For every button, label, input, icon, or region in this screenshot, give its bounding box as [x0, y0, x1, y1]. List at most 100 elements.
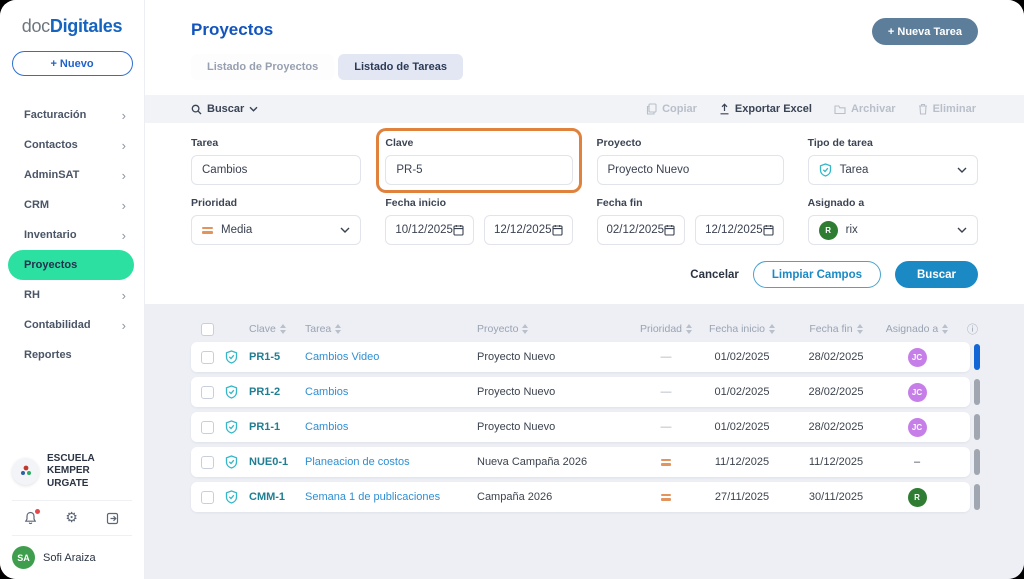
sidebar-item-reportes[interactable]: Reportes › [0, 340, 144, 370]
clear-fields-button[interactable]: Limpiar Campos [752, 261, 881, 288]
archive-icon [834, 104, 846, 115]
toolbar-actions: Copiar Exportar Excel Archivar Eliminar [646, 103, 976, 115]
app-logo: docDigitales [0, 16, 144, 37]
tab-bar: Listado de Proyectos Listado de Tareas [191, 54, 976, 80]
assignee-avatar[interactable]: R [907, 487, 927, 507]
priority-medium-icon [661, 458, 671, 466]
field-label: Clave [385, 137, 414, 149]
new-task-button[interactable]: + Nueva Tarea [871, 18, 978, 45]
chevron-right-icon: › [121, 197, 126, 213]
task-key[interactable]: CMM-1 [249, 491, 286, 503]
row-checkbox[interactable] [201, 385, 214, 399]
chevron-down-icon [340, 227, 350, 233]
prioridad-select[interactable]: Media [191, 215, 362, 245]
row-status-bar [974, 344, 980, 370]
chevron-down-icon [249, 106, 258, 112]
table-row: PR1-2 Cambios Proyecto Nuevo — 01/02/202… [191, 377, 980, 407]
task-name-link[interactable]: Planeacion de costos [305, 456, 410, 468]
sidebar-item-crm[interactable]: CRM › [0, 190, 144, 220]
assignee-avatar[interactable]: JC [907, 417, 927, 437]
row-checkbox[interactable] [201, 420, 214, 434]
tab-listado-de-tareas[interactable]: Listado de Tareas [338, 54, 463, 80]
organization-row[interactable]: ESCUELA KEMPER URGATE [0, 453, 144, 491]
column-header-proyecto[interactable]: Proyecto [477, 323, 529, 335]
sidebar-item-adminsat[interactable]: AdminSAT › [0, 160, 144, 190]
column-header-tarea[interactable]: Tarea [305, 323, 342, 335]
priority-none: — [660, 421, 672, 433]
new-button[interactable]: + Nuevo [11, 51, 133, 76]
clave-input[interactable]: PR-5 [385, 155, 573, 185]
tab-listado-de-proyectos[interactable]: Listado de Proyectos [191, 54, 335, 80]
sidebar-item-facturación[interactable]: Facturación › [0, 100, 144, 130]
sidebar-item-inventario[interactable]: Inventario › [0, 220, 144, 250]
select-all-checkbox[interactable] [201, 322, 214, 336]
column-header-clave[interactable]: Clave [249, 323, 286, 335]
row-checkbox[interactable] [201, 455, 214, 469]
proyecto-input[interactable]: Proyecto Nuevo [596, 155, 784, 185]
info-icon[interactable]: ⓘ [967, 323, 978, 336]
search-button[interactable]: Buscar [895, 261, 978, 288]
start-date: 11/12/2025 [714, 456, 770, 468]
project-name: Proyecto Nuevo [477, 351, 556, 363]
task-key[interactable]: PR1-1 [249, 421, 281, 433]
tarea-input[interactable]: Cambios [191, 155, 362, 185]
sidebar-item-label: Reportes [24, 349, 72, 361]
assignee-avatar[interactable]: JC [907, 382, 927, 402]
sidebar-item-proyectos[interactable]: Proyectos › [8, 250, 134, 280]
settings-gear-icon[interactable]: ⚙ [65, 510, 78, 526]
trash-icon [918, 103, 927, 115]
fecha-fin-from-input[interactable]: 02/12/2025 [596, 215, 686, 245]
chevron-right-icon: › [121, 107, 126, 123]
user-avatar: SA [12, 546, 35, 569]
task-table: Clave Tarea Proyecto Prioridad Fecha ini… [145, 304, 1024, 579]
sort-icon [942, 324, 949, 334]
fecha-inicio-to-input[interactable]: 12/12/2025 [483, 215, 573, 245]
sort-icon [856, 324, 863, 334]
toolbar-action-copiar[interactable]: Copiar [646, 103, 697, 115]
task-key[interactable]: NUE0-1 [249, 456, 289, 468]
start-date: 27/11/2025 [714, 491, 770, 503]
priority-none: — [660, 351, 672, 363]
toolbar-action-eliminar[interactable]: Eliminar [918, 103, 976, 115]
tipo-de-tarea-select[interactable]: Tarea [807, 155, 978, 185]
filter-field-fecha-inicio: Fecha inicio 10/12/2025 12/12/2025 [385, 197, 573, 245]
column-header-asignado-a[interactable]: Asignado a [886, 323, 949, 335]
filter-field-proyecto: Proyecto Proyecto Nuevo [596, 137, 784, 185]
row-status-bar [974, 414, 980, 440]
task-name-link[interactable]: Cambios [305, 386, 349, 398]
assignee-avatar: R [818, 220, 838, 240]
user-row[interactable]: SA Sofi Araiza [0, 546, 144, 569]
assignee-avatar[interactable]: JC [907, 347, 927, 367]
sidebar-item-label: Contabilidad [24, 319, 91, 331]
task-key[interactable]: PR1-2 [249, 386, 281, 398]
sidebar-item-contactos[interactable]: Contactos › [0, 130, 144, 160]
task-name-link[interactable]: Cambios Video [305, 351, 380, 363]
column-header-fecha-fin[interactable]: Fecha fin [809, 323, 863, 335]
notifications-bell-icon[interactable] [24, 509, 40, 525]
chevron-down-icon [957, 227, 967, 233]
row-status-bar [974, 449, 980, 475]
task-key[interactable]: PR1-5 [249, 351, 281, 363]
logout-icon[interactable] [106, 512, 120, 525]
toolbar-action-exportar-excel[interactable]: Exportar Excel [719, 103, 812, 115]
task-name-link[interactable]: Cambios [305, 421, 349, 433]
sidebar-item-rh[interactable]: RH › [0, 280, 144, 310]
column-header-fecha-inicio[interactable]: Fecha inicio [709, 323, 776, 335]
sidebar-item-contabilidad[interactable]: Contabilidad › [0, 310, 144, 340]
row-checkbox[interactable] [201, 350, 214, 364]
cancel-button[interactable]: Cancelar [690, 268, 739, 281]
asignado-a-select[interactable]: R rix [807, 215, 978, 245]
chevron-right-icon: › [121, 287, 126, 303]
sidebar-item-label: Facturación [24, 109, 87, 121]
task-name-link[interactable]: Semana 1 de publicaciones [305, 491, 441, 503]
fecha-inicio-from-input[interactable]: 10/12/2025 [385, 215, 474, 245]
search-trigger[interactable]: Buscar [191, 103, 258, 115]
row-checkbox[interactable] [201, 490, 214, 504]
column-header-prioridad[interactable]: Prioridad [640, 323, 693, 335]
table-row: PR1-5 Cambios Video Proyecto Nuevo — 01/… [191, 342, 980, 372]
field-label: Tarea [191, 137, 219, 149]
toolbar-action-archivar[interactable]: Archivar [834, 103, 896, 115]
fecha-fin-to-input[interactable]: 12/12/2025 [695, 215, 784, 245]
date-value: 12/12/2025 [493, 224, 552, 236]
